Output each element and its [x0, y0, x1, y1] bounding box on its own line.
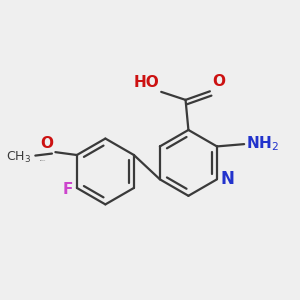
Text: NH$_2$: NH$_2$: [246, 134, 279, 153]
Text: N: N: [221, 170, 235, 188]
Text: O: O: [212, 74, 225, 89]
Text: O: O: [40, 136, 53, 151]
Text: CH$_3$: CH$_3$: [6, 150, 31, 165]
Text: methoxy: methoxy: [39, 159, 46, 160]
Text: HO: HO: [133, 75, 159, 90]
Text: F: F: [62, 182, 73, 197]
